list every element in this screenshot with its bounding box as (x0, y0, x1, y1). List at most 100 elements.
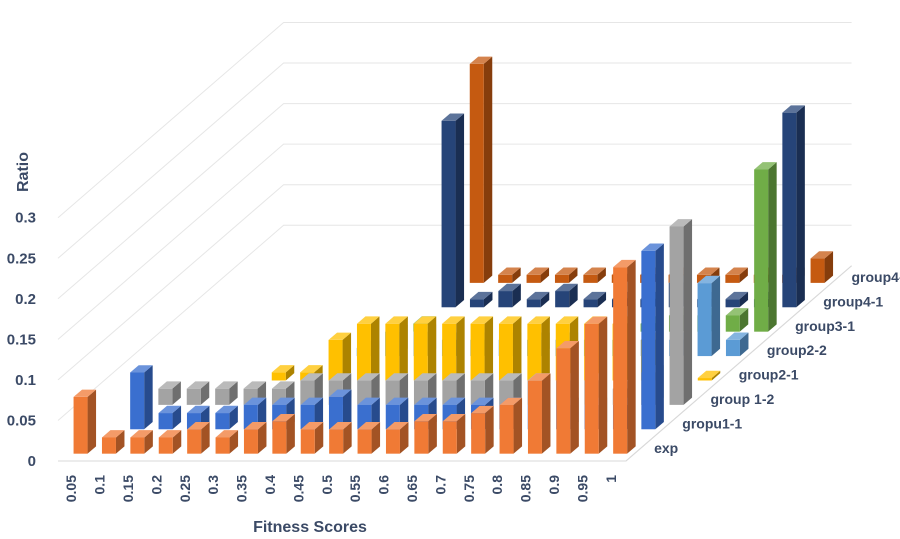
bar (357, 373, 380, 405)
bar (697, 275, 721, 357)
x-tick-label: 0.5 (319, 475, 335, 495)
bar (469, 291, 493, 308)
series-label: group3-1 (795, 318, 855, 334)
bar (243, 422, 267, 454)
bar (73, 389, 97, 454)
gridline (57, 224, 852, 421)
bar (725, 332, 749, 357)
series-label: group4-1 (823, 293, 883, 309)
bar (414, 413, 437, 454)
bar (385, 316, 408, 381)
x-tick-label: 0.1 (92, 475, 108, 495)
bars (73, 56, 834, 454)
bar (697, 370, 721, 381)
bar (271, 365, 295, 381)
bar (356, 316, 380, 381)
bar (158, 430, 182, 454)
x-tick-label: 0.9 (546, 475, 562, 495)
bar (272, 413, 295, 454)
x-tick-label: 0.3 (205, 475, 221, 495)
bar (215, 381, 238, 405)
bar (498, 316, 522, 381)
bar (754, 162, 777, 332)
bar (583, 291, 607, 308)
depth-axis-line (625, 265, 852, 462)
x-tick-label: 0.75 (461, 475, 477, 502)
bar (526, 267, 550, 283)
y-axis-ticks: 0 0.05 0.1 0.15 0.2 0.25 0.3 (7, 210, 36, 470)
bar (725, 291, 749, 308)
bar (385, 422, 409, 454)
series-label: exp (654, 440, 678, 456)
bar (498, 283, 521, 308)
y-tick-label: 0 (28, 453, 36, 470)
bar (584, 316, 608, 454)
x-tick-label: 0.95 (574, 475, 590, 502)
x-axis-title: Fitness Scores (253, 519, 367, 536)
bar (187, 422, 210, 454)
gridline (57, 22, 852, 219)
bar (413, 316, 437, 381)
gridline (57, 62, 852, 259)
x-tick-label: 0.25 (177, 475, 193, 502)
bar (526, 291, 550, 308)
series-label: group2-1 (739, 367, 799, 383)
gridline (57, 184, 852, 381)
y-tick-label: 0.15 (7, 331, 36, 348)
bar (158, 381, 181, 405)
gridline (57, 103, 852, 300)
x-tick-label: 0.4 (262, 475, 278, 495)
bar (328, 389, 352, 430)
bar (130, 430, 153, 454)
x-tick-label: 0.45 (290, 475, 306, 502)
bar (469, 56, 493, 283)
x-tick-label: 0.2 (148, 475, 164, 495)
bar (442, 316, 465, 381)
bar (329, 422, 352, 454)
x-tick-label: 0.35 (234, 475, 250, 502)
gridline (57, 143, 852, 340)
y-tick-label: 0.3 (15, 210, 36, 227)
bar (442, 373, 465, 405)
bar (669, 219, 693, 405)
bar (499, 397, 523, 454)
bar (471, 405, 494, 454)
series-label: group2-2 (767, 342, 827, 358)
bar (441, 113, 465, 308)
bar (583, 267, 606, 283)
bar (413, 373, 437, 405)
y-tick-label: 0.25 (7, 250, 36, 267)
x-tick-label: 0.05 (63, 475, 79, 502)
bar (641, 243, 664, 430)
bar (130, 365, 153, 430)
bar (555, 283, 578, 308)
y-tick-label: 0.1 (15, 372, 36, 389)
bar (782, 105, 805, 308)
bar (527, 373, 551, 454)
x-tick-label: 0.65 (404, 475, 420, 502)
y-axis-title: Ratio (15, 152, 32, 192)
gridlines (57, 22, 852, 462)
bar (215, 430, 239, 454)
x-tick-label: 0.8 (489, 475, 505, 495)
bar (101, 430, 125, 454)
bar (613, 259, 636, 454)
bar (215, 405, 238, 430)
x-tick-label: 0.85 (518, 475, 534, 502)
x-axis-ticks: 0.05 0.1 0.15 0.2 0.25 0.3 0.35 0.4 0.45 0.5 0.55 0… (63, 475, 619, 502)
x-tick-label: 0.15 (120, 475, 136, 502)
x-tick-label: 1 (603, 475, 619, 483)
y-tick-label: 0.05 (7, 412, 36, 429)
series-label: gropu1-1 (682, 415, 742, 431)
bar (357, 422, 381, 454)
bar (725, 308, 749, 332)
x-tick-label: 0.7 (432, 475, 448, 495)
bar (300, 422, 324, 454)
bar (556, 340, 579, 454)
bar (725, 267, 748, 283)
x-tick-label: 0.55 (347, 475, 363, 502)
bar (527, 316, 550, 381)
y-tick-label: 0.2 (15, 291, 36, 308)
bar (810, 251, 834, 283)
